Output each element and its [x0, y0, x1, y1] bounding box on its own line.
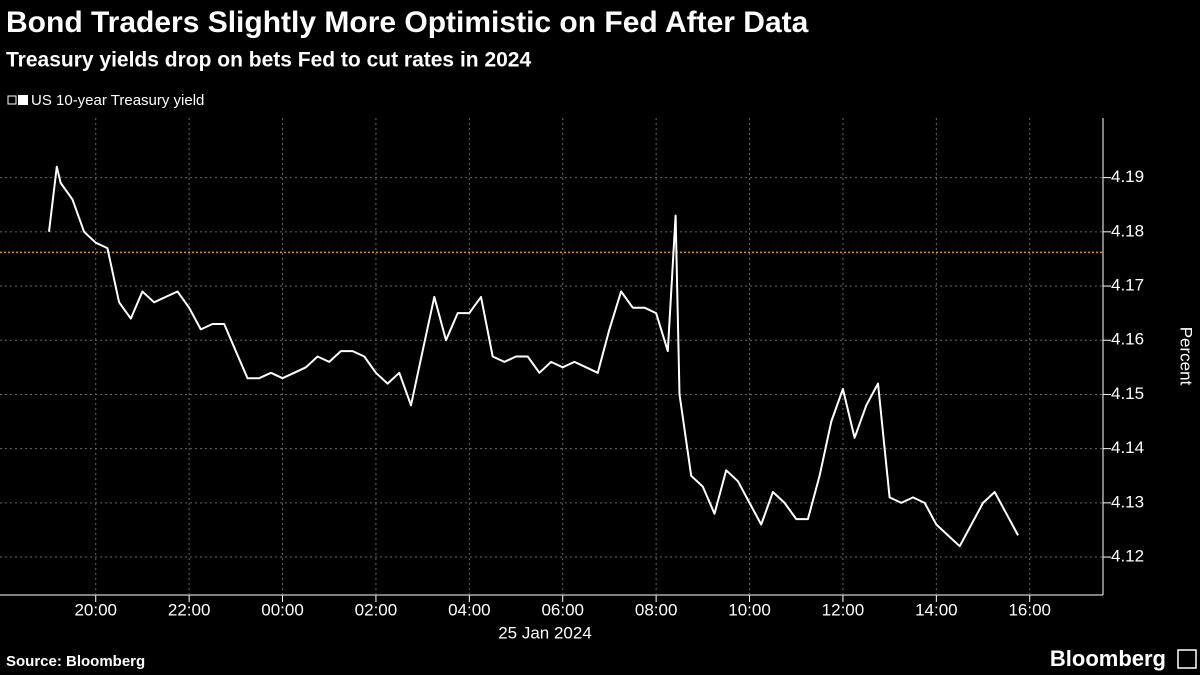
x-tick-label: 20:00: [74, 600, 117, 619]
y-axis-label: Percent: [1177, 327, 1196, 386]
x-axis-label: 25 Jan 2024: [498, 623, 592, 642]
y-tick-label: 4.16: [1111, 330, 1144, 349]
legend-icon: [7, 95, 17, 105]
x-tick-label: 10:00: [728, 600, 771, 619]
y-tick-label: 4.13: [1111, 492, 1144, 511]
x-tick-label: 16:00: [1008, 600, 1051, 619]
y-tick-label: 4.14: [1111, 438, 1144, 457]
chart-title: Bond Traders Slightly More Optimistic on…: [6, 6, 809, 39]
y-tick-label: 4.12: [1111, 547, 1144, 566]
x-tick-label: 04:00: [448, 600, 491, 619]
chart-subtitle: Treasury yields drop on bets Fed to cut …: [6, 49, 531, 72]
legend-label: US 10-year Treasury yield: [31, 92, 204, 109]
x-tick-label: 22:00: [168, 600, 211, 619]
brand: Bloomberg: [1050, 646, 1166, 671]
x-tick-label: 14:00: [915, 600, 958, 619]
source: Source: Bloomberg: [6, 653, 145, 670]
y-tick-label: 4.18: [1111, 221, 1144, 240]
x-tick-label: 00:00: [261, 600, 304, 619]
brand-icon: [1177, 649, 1197, 669]
x-tick-label: 08:00: [635, 600, 678, 619]
y-tick-label: 4.17: [1111, 276, 1144, 295]
y-tick-label: 4.19: [1111, 167, 1144, 186]
series-line: [48, 165, 1019, 548]
x-tick-label: 12:00: [822, 600, 865, 619]
legend-swatch: [18, 95, 28, 105]
x-tick-label: 02:00: [355, 600, 398, 619]
x-tick-label: 06:00: [541, 600, 584, 619]
y-tick-label: 4.15: [1111, 384, 1144, 403]
